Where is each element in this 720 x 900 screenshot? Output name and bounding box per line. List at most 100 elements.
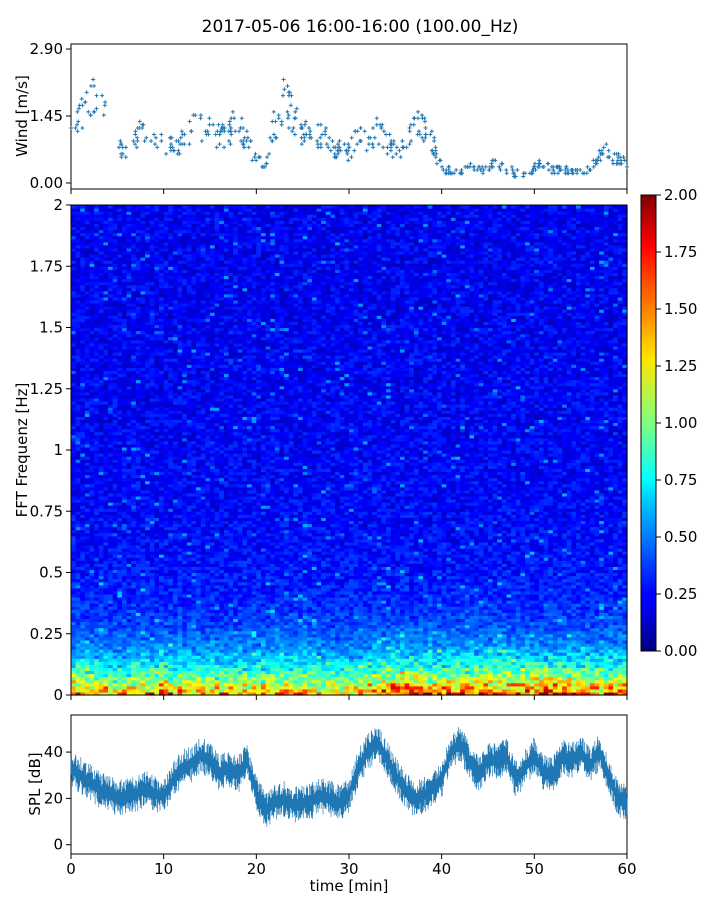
spectrogram-cell [89, 220, 95, 224]
wind-point [326, 145, 331, 150]
spectrogram-cell [98, 220, 105, 224]
spectrogram-cell [71, 443, 77, 448]
wind-point [434, 161, 439, 166]
spectrogram-cell [98, 244, 105, 249]
spectrogram-cell [89, 618, 95, 623]
spectrogram-cell [75, 205, 81, 209]
spectrogram-cell [94, 593, 100, 598]
wind-point [381, 129, 386, 134]
spectrogram-cell [98, 361, 105, 365]
spectrogram-cell [98, 667, 105, 672]
spectrogram-cell [80, 685, 86, 690]
spectrogram-cell [84, 480, 91, 485]
spectrogram-cell [75, 284, 81, 289]
spectrogram-cell [89, 600, 95, 604]
spectrogram-cell [94, 511, 100, 515]
wind-point [387, 132, 392, 137]
wind-point [565, 168, 570, 173]
spectrogram-cell [75, 247, 81, 252]
spectrogram-cell [75, 492, 81, 497]
spectrogram-cell [84, 247, 91, 252]
spectrogram-cell [98, 593, 105, 598]
spectrogram-cell [75, 336, 81, 341]
wind-point [204, 132, 209, 137]
spectrogram-cell [98, 462, 105, 466]
wind-point [471, 164, 476, 169]
spectrogram-cell [84, 281, 91, 286]
spectrogram-cell [94, 459, 100, 463]
spectrogram-cell [94, 691, 100, 696]
spectrogram-cell [103, 511, 109, 515]
spectrogram-cell [103, 453, 109, 457]
spectrogram-cell [75, 330, 81, 335]
spectrogram-cell [103, 551, 109, 555]
spectrogram-cell [94, 673, 100, 678]
wind-point [264, 161, 269, 166]
spectrogram-cell [84, 673, 91, 678]
spectrogram-cell [94, 394, 100, 399]
wind-point [320, 132, 325, 137]
spectrogram-cell [154, 205, 160, 209]
wind-point [207, 116, 212, 121]
wind-point [358, 126, 363, 131]
spectrogram-cell [84, 443, 91, 448]
spectrogram-cell [71, 468, 77, 473]
spectrogram-cell [98, 661, 105, 665]
spectrogram-cell [94, 437, 100, 442]
spectrogram-cell [75, 434, 81, 439]
spectrogram-cell [89, 272, 95, 277]
spectrogram-cell [75, 327, 81, 332]
spectrogram-cell [103, 514, 109, 518]
spectrogram-cell [80, 688, 86, 693]
wind-point [230, 109, 235, 114]
wind-point [349, 135, 354, 140]
wind-point [252, 155, 257, 160]
spectrogram-cell [89, 664, 95, 669]
spectrogram-cell [84, 652, 91, 656]
spectrogram-cell [89, 691, 95, 696]
spectrogram-cell [75, 462, 81, 466]
spectrogram-cell [98, 612, 105, 616]
wind-point [151, 132, 156, 137]
spectrogram-cell [94, 330, 100, 335]
spectrogram-cell [75, 376, 81, 381]
spectrogram-cell [89, 670, 95, 675]
spectrogram-cell [84, 446, 91, 451]
spectrogram-cell [98, 520, 105, 525]
spectrogram-cell [84, 471, 91, 476]
spectrogram-cell [84, 548, 91, 552]
spectrogram-cell [75, 575, 81, 580]
wind-point [211, 122, 216, 127]
wind-point [213, 132, 218, 137]
spectrogram-cell [89, 208, 95, 212]
spectrogram-cell [182, 205, 188, 209]
wind-point [545, 161, 550, 166]
spectrogram-cell [71, 508, 77, 512]
wind-point [256, 155, 261, 160]
wind-point [372, 135, 377, 140]
spectrogram-cell [80, 348, 86, 353]
spectrogram-cell [94, 612, 100, 616]
spectrogram-cell [84, 508, 91, 512]
spectrogram-cell [103, 388, 109, 393]
spectrogram-cell [71, 489, 77, 494]
spectrogram-cell [94, 658, 100, 662]
spectrogram-cell [94, 269, 100, 273]
spectrogram-cell [94, 214, 100, 218]
spectrogram-cell [71, 679, 77, 684]
spectrogram-cell [98, 633, 105, 638]
spectrogram-cell [94, 413, 100, 417]
spectrogram-cell [84, 235, 91, 240]
spectrogram-cell [94, 520, 100, 525]
wind-point [207, 122, 212, 127]
spectrogram-cell [84, 618, 91, 623]
spectrogram-cell [89, 560, 95, 564]
spectrogram-cell [80, 483, 86, 488]
wind-point [480, 164, 485, 169]
spectrogram-cell [89, 376, 95, 381]
spectrogram-cell [94, 263, 100, 267]
wind-xticks [70, 189, 628, 194]
spectrogram-cell [84, 511, 91, 515]
spectrogram-cell [84, 474, 91, 479]
spectrogram-cell [103, 459, 109, 463]
